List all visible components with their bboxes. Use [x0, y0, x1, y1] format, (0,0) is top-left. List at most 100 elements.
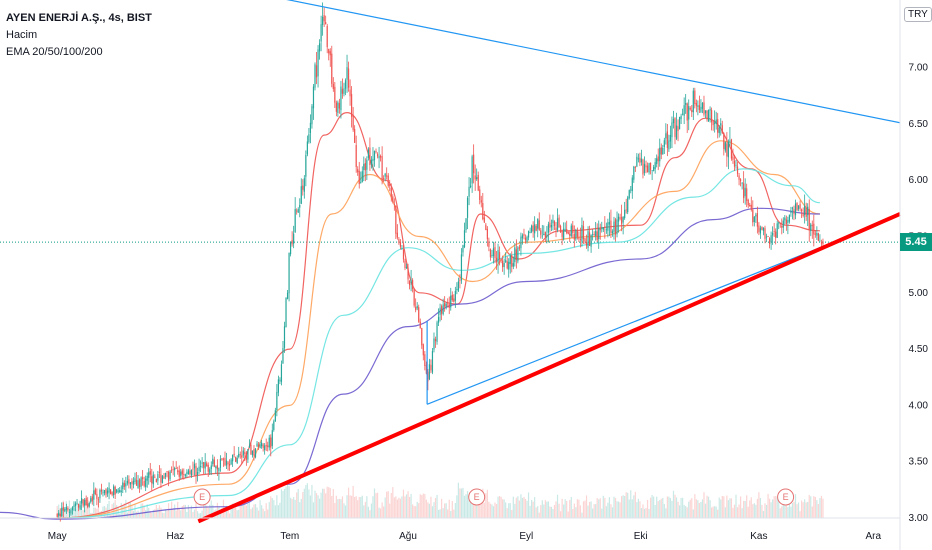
currency-badge[interactable]: TRY: [904, 7, 932, 22]
candle-body: [811, 225, 813, 226]
volume-bar: [747, 506, 749, 518]
candle-body: [424, 354, 426, 367]
candle-body: [305, 155, 307, 177]
volume-bar: [271, 498, 273, 518]
candle-body: [613, 221, 615, 232]
candle-body: [270, 437, 272, 448]
upper-trendline[interactable]: [267, 0, 901, 124]
candle-body: [216, 465, 218, 470]
candle-body: [103, 490, 106, 494]
candle-body: [797, 205, 800, 210]
candle-body: [454, 290, 456, 301]
candle-body: [372, 158, 374, 162]
candle-body: [643, 163, 646, 173]
candle-body: [668, 140, 670, 150]
volume-bar: [248, 502, 251, 518]
candle-body: [146, 476, 148, 481]
volume-bar: [396, 499, 398, 518]
y-tick-label: 3.00: [909, 513, 929, 524]
candle-body: [312, 86, 315, 109]
volume-bar: [187, 504, 189, 518]
volume-bar: [485, 493, 487, 518]
volume-bar: [585, 495, 588, 518]
volume-bar: [233, 504, 235, 518]
ema-line-ema50: [57, 140, 820, 519]
volume-bar: [276, 495, 278, 518]
candle-body: [582, 226, 585, 240]
candle-body: [799, 204, 801, 209]
candle-body: [302, 185, 304, 190]
candle-body: [190, 470, 193, 476]
volume-bar: [645, 507, 647, 518]
candle-body: [395, 206, 397, 234]
candle-body: [82, 499, 84, 506]
candle-body: [605, 229, 607, 231]
candle-body: [297, 209, 299, 213]
x-tick-label: Eyl: [519, 531, 533, 542]
ema-line-ema100: [57, 168, 820, 519]
volume-bar: [793, 501, 795, 518]
volume-bar: [363, 505, 365, 518]
candle-body: [105, 489, 107, 495]
earnings-marker[interactable]: [193, 488, 211, 506]
x-axis[interactable]: May Haz Tem Ağu Eyl Eki Kas Ara: [48, 531, 882, 542]
candle-body: [648, 163, 650, 173]
volume-bar: [794, 494, 797, 518]
volume-bar: [241, 500, 243, 518]
x-tick-label: Kas: [750, 531, 767, 542]
volume-bar: [604, 497, 606, 518]
candle-body: [563, 228, 565, 240]
volume-bar: [235, 506, 237, 518]
candle-body: [314, 64, 316, 88]
support-line[interactable]: [197, 212, 901, 524]
volume-bar: [398, 497, 400, 518]
candle-body: [299, 205, 301, 208]
volume-bar: [462, 487, 464, 518]
candle-body: [486, 228, 488, 240]
volume-bar: [579, 505, 582, 518]
volume-bar: [486, 489, 488, 518]
volume-bar: [677, 501, 679, 518]
volume-bar: [125, 499, 127, 518]
volume-bar: [314, 490, 316, 518]
trendlines[interactable]: [197, 0, 901, 524]
earnings-marker[interactable]: [777, 488, 795, 506]
candle-body: [489, 249, 492, 258]
candle-body: [587, 231, 589, 248]
candle-body: [335, 102, 337, 112]
volume-bar: [822, 498, 824, 518]
candle-body: [663, 140, 665, 148]
candle-body: [241, 455, 243, 458]
volume-bar: [651, 495, 653, 518]
symbol-title[interactable]: AYEN ENERJİ A.Ş., 4s, BIST: [6, 12, 152, 24]
candle-body: [456, 288, 458, 290]
candle-body: [149, 470, 151, 475]
volume-bar: [762, 511, 765, 518]
candle-body: [222, 458, 225, 460]
volume-bar: [616, 501, 618, 518]
candle-body: [334, 86, 336, 103]
y-axis[interactable]: 3.003.504.004.505.005.506.006.507.00: [909, 63, 929, 524]
lower-trendline[interactable]: [426, 247, 821, 405]
volume-legend[interactable]: Hacim: [6, 29, 38, 41]
volume-bar: [720, 499, 722, 518]
candle-body: [117, 490, 119, 492]
candle-body: [453, 298, 455, 302]
candle-body: [164, 472, 167, 477]
candle-body: [535, 225, 537, 231]
volume-bar: [441, 498, 443, 518]
candle-body: [174, 467, 176, 471]
volume-bar: [387, 491, 389, 518]
candle-body: [700, 106, 702, 112]
volume-bar: [381, 502, 383, 518]
volume-bar: [344, 505, 347, 518]
volume-bar: [666, 496, 668, 518]
earnings-marker[interactable]: [468, 488, 486, 506]
ema-legend[interactable]: EMA 20/50/100/200: [6, 46, 103, 58]
volume-bar: [637, 498, 639, 518]
volume-bar: [665, 508, 667, 518]
volume-bar: [543, 504, 545, 518]
candle-body: [132, 480, 135, 485]
